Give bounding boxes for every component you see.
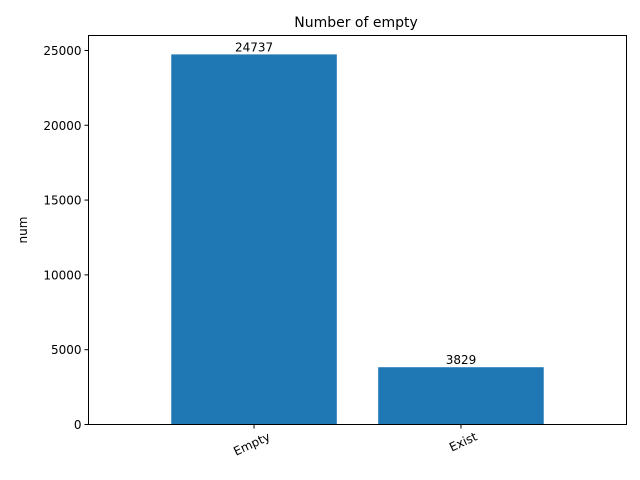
plot-frame <box>88 35 627 425</box>
y-tick-label: 10000 <box>43 268 81 282</box>
bars-group <box>171 54 544 425</box>
y-axis-label: num <box>16 217 30 244</box>
chart-title: Number of empty <box>294 15 418 31</box>
data-label-empty: 24737 <box>235 40 273 54</box>
y-tick-label: 15000 <box>43 194 81 208</box>
y-tick-label: 5000 <box>51 343 82 357</box>
data-label-exist: 3829 <box>446 353 477 367</box>
x-tick-label-empty: Empty <box>231 430 272 459</box>
y-tick-label: 20000 <box>43 119 81 133</box>
y-axis: 0 5000 10000 15000 20000 25000 <box>43 44 89 432</box>
x-tick-label-exist: Exist <box>447 429 479 454</box>
data-labels-group: 24737 3829 <box>235 40 476 367</box>
bar-exist <box>378 367 544 425</box>
bar-empty <box>171 54 337 425</box>
x-axis: Empty Exist <box>231 424 479 459</box>
y-tick-label: 0 <box>74 418 82 432</box>
y-tick-label: 25000 <box>43 44 81 58</box>
